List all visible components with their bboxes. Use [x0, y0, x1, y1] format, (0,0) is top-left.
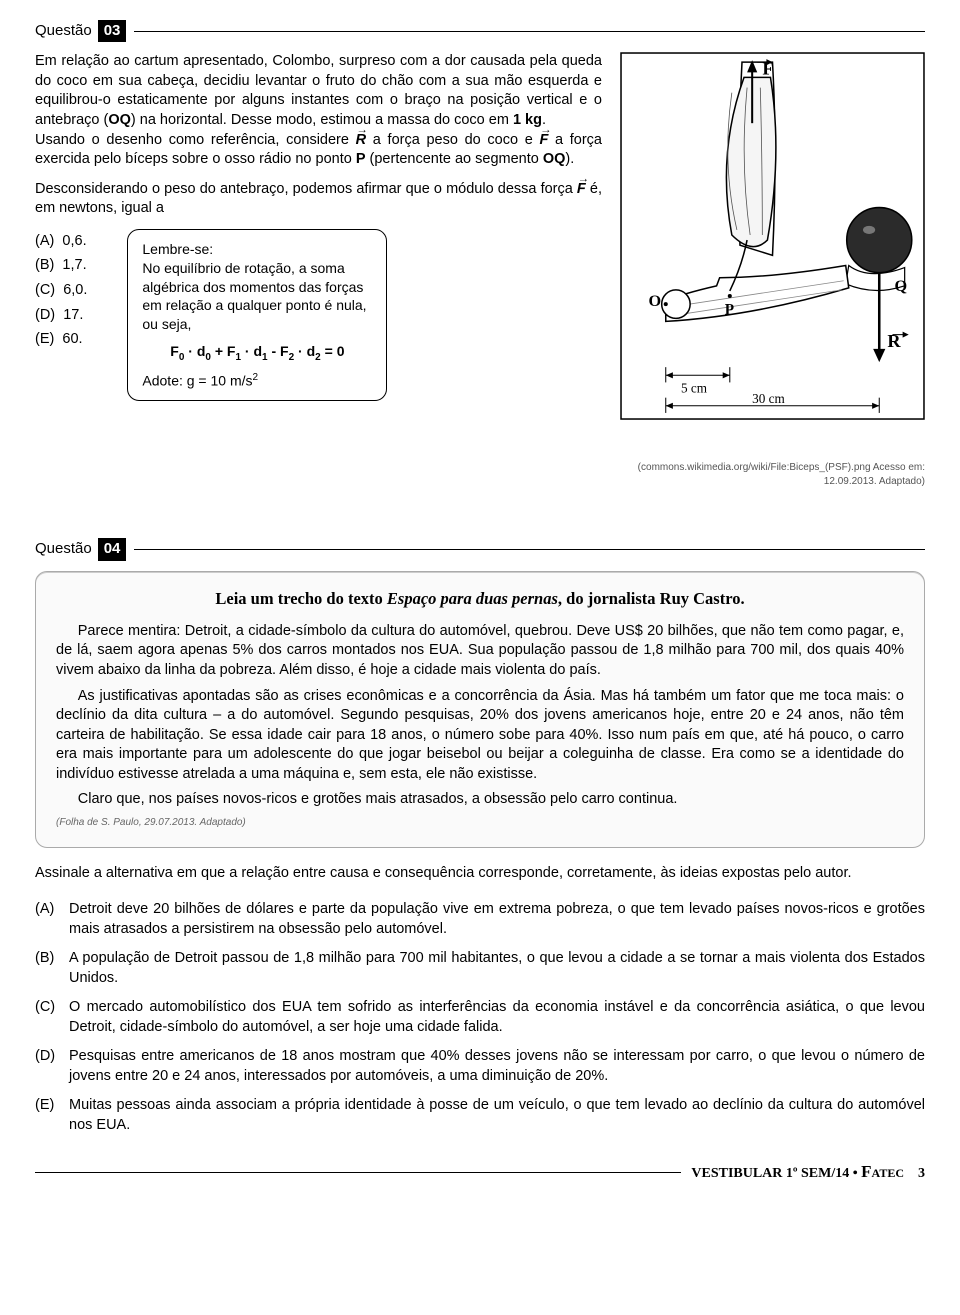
- q4-option-d[interactable]: (D)Pesquisas entre americanos de 18 anos…: [35, 1047, 925, 1086]
- label-Q: Q: [895, 277, 908, 295]
- q4-option-b[interactable]: (B)A população de Detroit passou de 1,8 …: [35, 949, 925, 988]
- question-label: Questão: [35, 539, 98, 559]
- question-label: Questão: [35, 21, 98, 41]
- reminder-body: No equilíbrio de rotação, a soma algébri…: [142, 259, 372, 335]
- q4-option-a[interactable]: (A)Detroit deve 20 bilhões de dólares e …: [35, 900, 925, 939]
- q4-ref: (Folha de S. Paulo, 29.07.2013. Adaptado…: [56, 816, 904, 830]
- q4-text-box: Leia um trecho do texto Espaço para duas…: [35, 571, 925, 849]
- q4-para-3: Claro que, nos países novos-ricos e grot…: [56, 790, 904, 810]
- q4-heading: Leia um trecho do texto Espaço para duas…: [56, 588, 904, 610]
- reminder-equation: F0 · d0 + F1 · d1 - F2 · d2 = 0: [142, 342, 372, 364]
- option-d[interactable]: (D) 17.: [35, 303, 87, 328]
- svg-text:R: R: [887, 331, 901, 351]
- option-e[interactable]: (E) 60.: [35, 327, 87, 352]
- reminder-box: Lembre-se: No equilíbrio de rotação, a s…: [127, 229, 387, 401]
- biceps-diagram: F R O P Q 5 cm 30: [620, 52, 925, 488]
- option-a[interactable]: (A) 0,6.: [35, 229, 87, 254]
- question-number: 03: [98, 20, 127, 42]
- q3-para-1: Em relação ao cartum apresentado, Colomb…: [35, 52, 602, 169]
- page-footer: VESTIBULAR 1º SEM/14 • Fatec 3: [35, 1161, 925, 1184]
- q4-para-2: As justificativas apontadas são as crise…: [56, 687, 904, 785]
- footer-text: VESTIBULAR 1º SEM/14 • Fatec 3: [681, 1161, 925, 1184]
- question-3-header: Questão 03: [35, 20, 925, 42]
- q4-option-c[interactable]: (C)O mercado automobilístico dos EUA tem…: [35, 998, 925, 1037]
- question-number: 04: [98, 538, 127, 560]
- label-O: O: [648, 292, 661, 310]
- option-c[interactable]: (C) 6,0.: [35, 278, 87, 303]
- question-3-body: Em relação ao cartum apresentado, Colomb…: [35, 52, 925, 488]
- option-b[interactable]: (B) 1,7.: [35, 253, 87, 278]
- question-4-header: Questão 04: [35, 538, 925, 560]
- q4-para-1: Parece mentira: Detroit, a cidade-símbol…: [56, 622, 904, 681]
- dim-5cm: 5 cm: [681, 381, 708, 396]
- biceps-svg: F R O P Q 5 cm 30: [620, 52, 925, 449]
- q4-option-e[interactable]: (E)Muitas pessoas ainda associam a própr…: [35, 1096, 925, 1135]
- diagram-citation: (commons.wikimedia.org/wiki/File:Biceps_…: [620, 461, 925, 488]
- q3-options-row: (A) 0,6. (B) 1,7. (C) 6,0. (D) 17. (E) 6…: [35, 229, 602, 401]
- q4-stem: Assinale a alternativa em que a relação …: [35, 864, 925, 884]
- q4-options: (A)Detroit deve 20 bilhões de dólares e …: [35, 900, 925, 1136]
- q3-para-2: Desconsiderando o peso do antebraço, pod…: [35, 180, 602, 219]
- question-3-text: Em relação ao cartum apresentado, Colomb…: [35, 52, 602, 488]
- dim-30cm: 30 cm: [752, 391, 785, 406]
- reminder-adopt: Adote: g = 10 m/s2: [142, 371, 372, 391]
- label-P: P: [725, 302, 734, 319]
- header-rule: [134, 31, 925, 32]
- reminder-title: Lembre-se:: [142, 240, 372, 259]
- footer-rule: [35, 1172, 681, 1173]
- header-rule: [134, 549, 925, 550]
- q3-options: (A) 0,6. (B) 1,7. (C) 6,0. (D) 17. (E) 6…: [35, 229, 87, 352]
